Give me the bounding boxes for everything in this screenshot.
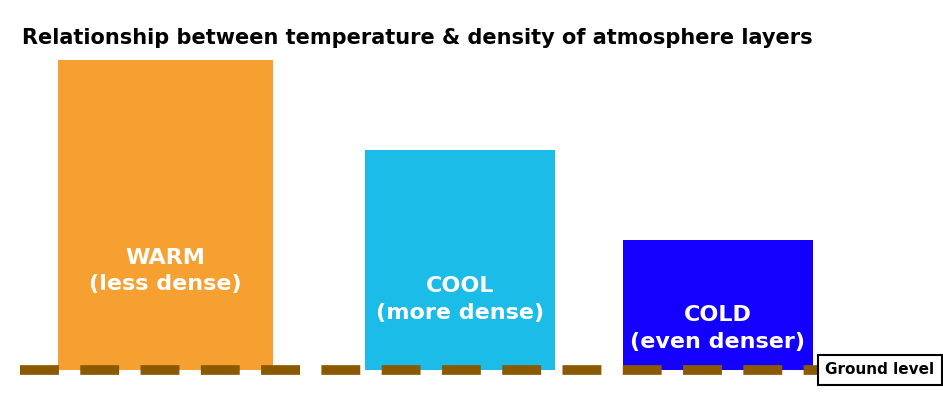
Text: Relationship between temperature & density of atmosphere layers: Relationship between temperature & densi… <box>22 28 813 48</box>
Bar <box>623 240 813 370</box>
Text: COLD
(even denser): COLD (even denser) <box>631 305 805 352</box>
Bar <box>365 150 555 370</box>
Text: WARM
(less dense): WARM (less dense) <box>89 248 241 294</box>
Text: COOL
(more dense): COOL (more dense) <box>376 276 544 323</box>
Text: Ground level: Ground level <box>825 362 935 378</box>
Bar <box>58 60 273 370</box>
